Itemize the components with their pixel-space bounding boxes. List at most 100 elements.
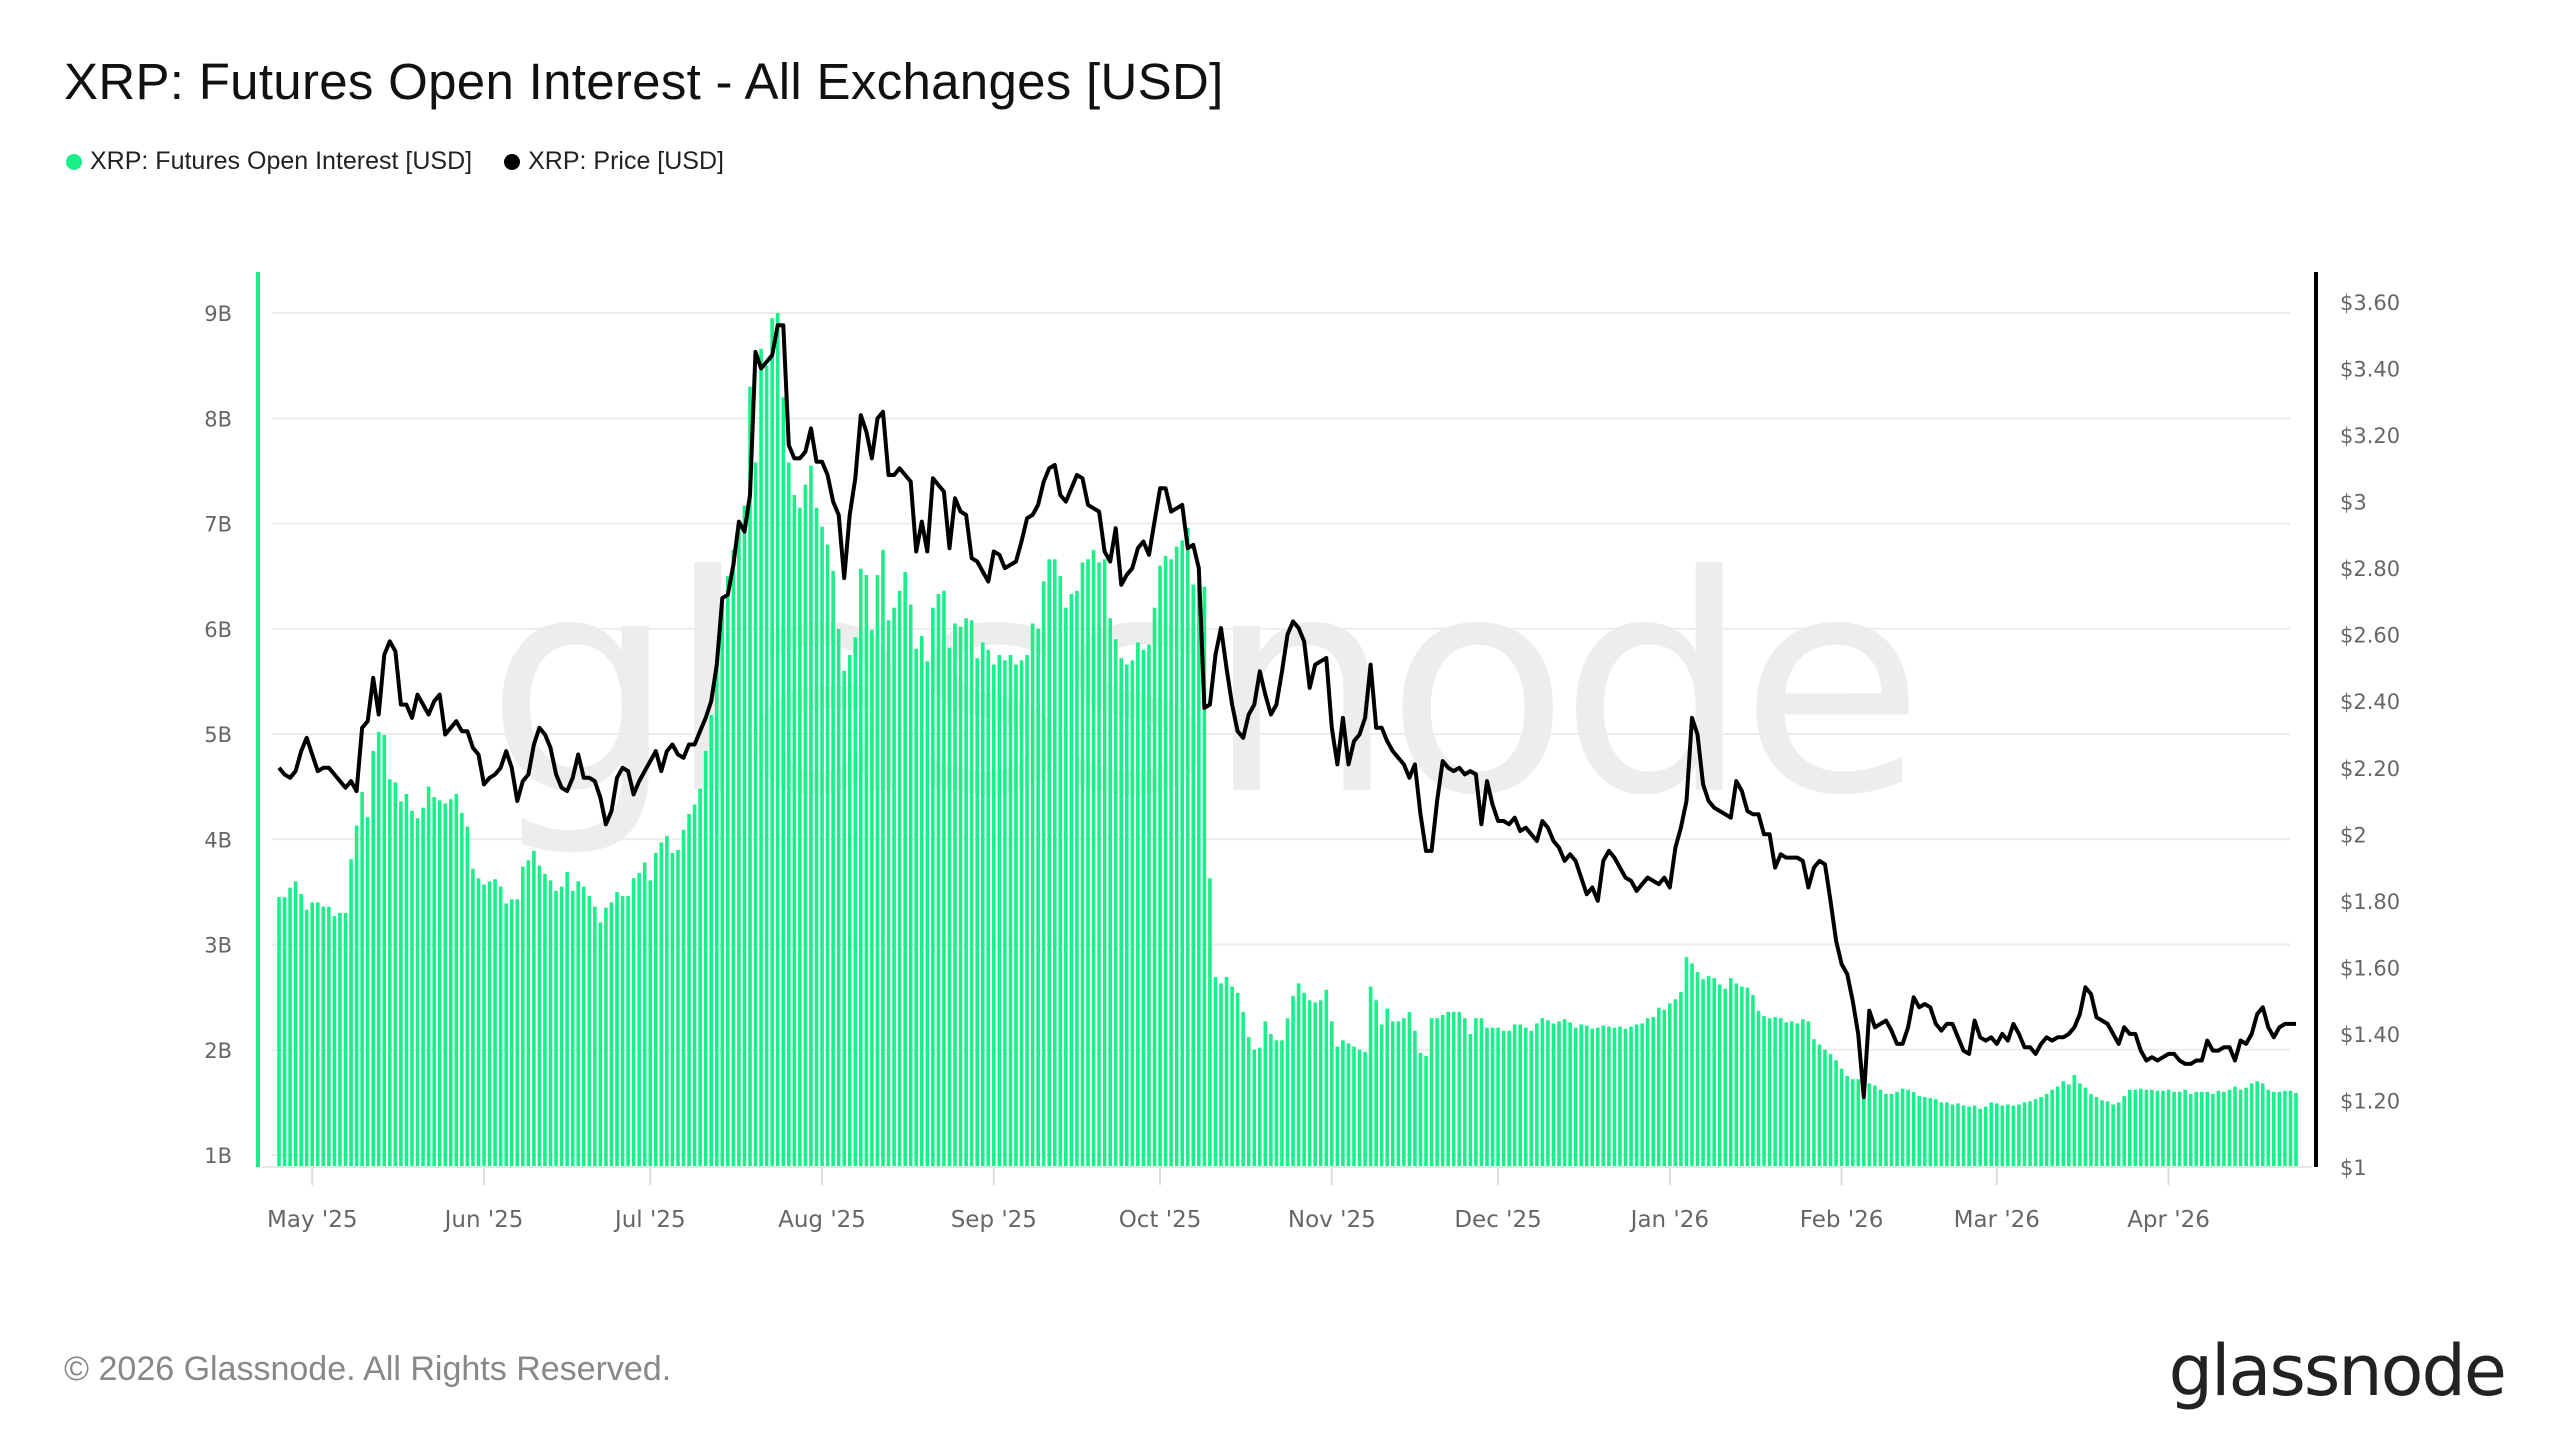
oi-bar xyxy=(2199,1091,2204,1167)
oi-bar xyxy=(1717,984,1722,1167)
oi-bar xyxy=(2249,1083,2254,1167)
oi-bar xyxy=(415,818,420,1167)
oi-bar xyxy=(770,318,774,1167)
oi-bar xyxy=(2100,1100,2104,1167)
oi-bar xyxy=(1751,995,1755,1167)
oi-bar xyxy=(1202,586,1207,1167)
oi-bar xyxy=(1285,1018,1290,1167)
oi-bar xyxy=(432,797,436,1167)
oi-bar xyxy=(681,829,686,1167)
oi-bar xyxy=(2127,1089,2132,1167)
oi-bar xyxy=(2227,1089,2232,1167)
oi-bar xyxy=(947,647,952,1167)
oi-bar xyxy=(1573,1027,1578,1167)
oi-bar xyxy=(1197,581,1201,1167)
x-tick-label: May '25 xyxy=(267,1207,357,1233)
oi-bar xyxy=(2266,1089,2271,1167)
oi-bar xyxy=(986,649,991,1167)
oi-bar xyxy=(1889,1093,1894,1167)
oi-bar xyxy=(692,804,697,1167)
oi-bar xyxy=(953,623,957,1167)
oi-bar xyxy=(532,850,536,1167)
oi-bar xyxy=(670,852,675,1167)
oi-bar xyxy=(349,859,353,1167)
oi-bar xyxy=(1075,590,1079,1167)
oi-bar xyxy=(1634,1024,1639,1167)
legend-item-price[interactable]: XRP: Price [USD] xyxy=(504,147,724,176)
oi-bar xyxy=(448,799,453,1167)
oi-bar xyxy=(1213,977,1218,1167)
oi-bar xyxy=(1629,1026,1633,1167)
oi-bar xyxy=(1379,1024,1384,1167)
oi-bar xyxy=(1928,1098,1933,1167)
oi-bar xyxy=(1568,1022,1572,1167)
oi-bar xyxy=(2028,1101,2032,1167)
oi-bar xyxy=(969,620,974,1167)
oi-bar xyxy=(2133,1089,2138,1167)
oi-bar xyxy=(1108,618,1112,1167)
oi-bar xyxy=(2011,1105,2016,1167)
x-tick-label: Dec '25 xyxy=(1454,1207,1541,1233)
oi-bar xyxy=(1296,983,1301,1167)
oi-bar xyxy=(936,594,941,1167)
y-left-tick-label: 5B xyxy=(204,723,232,747)
oi-bar xyxy=(1950,1104,1955,1167)
oi-bar xyxy=(1352,1046,1356,1167)
oi-bar xyxy=(570,890,575,1167)
legend-dot-black-icon xyxy=(504,153,521,170)
oi-bar xyxy=(1546,1020,1550,1167)
oi-bar xyxy=(1025,655,1029,1167)
oi-bar xyxy=(1861,1081,1866,1167)
oi-bar xyxy=(515,899,520,1167)
oi-bar xyxy=(1208,878,1212,1167)
y-right-tick-label: $2.40 xyxy=(2340,690,2400,714)
legend-label: XRP: Price [USD] xyxy=(528,147,724,175)
oi-bar xyxy=(338,912,342,1167)
oi-bar xyxy=(1440,1015,1445,1167)
oi-bar xyxy=(726,576,730,1167)
x-tick-label: Aug '25 xyxy=(778,1207,866,1233)
y-right-tick-label: $2.60 xyxy=(2340,624,2400,648)
legend-item-open-interest[interactable]: XRP: Futures Open Interest [USD] xyxy=(66,147,472,176)
oi-bar xyxy=(2094,1097,2099,1167)
oi-bar xyxy=(1030,623,1035,1167)
oi-bar xyxy=(1496,1027,1500,1167)
oi-bar xyxy=(964,618,968,1167)
copyright-footer: © 2026 Glassnode. All Rights Reserved. xyxy=(64,1350,672,1388)
oi-bar xyxy=(1318,1000,1323,1167)
oi-bar xyxy=(654,852,658,1167)
oi-bar xyxy=(1728,978,1733,1167)
oi-bar xyxy=(454,793,459,1167)
oi-bar xyxy=(870,629,874,1167)
oi-bar xyxy=(1906,1089,1910,1167)
oi-bar xyxy=(1080,562,1085,1167)
oi-bar xyxy=(1789,1021,1794,1167)
x-tick-label: Mar '26 xyxy=(1954,1207,2040,1233)
oi-bar xyxy=(559,886,564,1167)
oi-bar xyxy=(637,872,641,1167)
oi-bar xyxy=(1922,1097,1927,1167)
oi-bar xyxy=(299,893,303,1167)
oi-bar xyxy=(1956,1103,1960,1167)
oi-bar xyxy=(2260,1083,2265,1167)
oi-bar xyxy=(1047,559,1052,1167)
oi-bar xyxy=(443,803,448,1167)
oi-bar xyxy=(604,907,608,1167)
oi-bar xyxy=(1291,996,1295,1167)
oi-bar xyxy=(1972,1105,1977,1167)
oi-bar xyxy=(820,526,824,1167)
oi-bar xyxy=(426,786,431,1167)
oi-bar xyxy=(2144,1089,2149,1167)
oi-bar xyxy=(1828,1053,1833,1167)
x-tick-label: Apr '26 xyxy=(2127,1207,2210,1233)
oi-bar xyxy=(731,549,736,1167)
oi-bar xyxy=(1402,1018,1406,1167)
oi-bar xyxy=(1706,976,1711,1167)
oi-bar xyxy=(1418,1052,1423,1167)
oi-bar xyxy=(1185,527,1190,1167)
oi-bar xyxy=(825,544,830,1167)
oi-bar xyxy=(1529,1030,1534,1167)
oi-bar xyxy=(437,800,442,1167)
oi-bar xyxy=(1119,658,1124,1167)
oi-bar xyxy=(371,750,376,1167)
